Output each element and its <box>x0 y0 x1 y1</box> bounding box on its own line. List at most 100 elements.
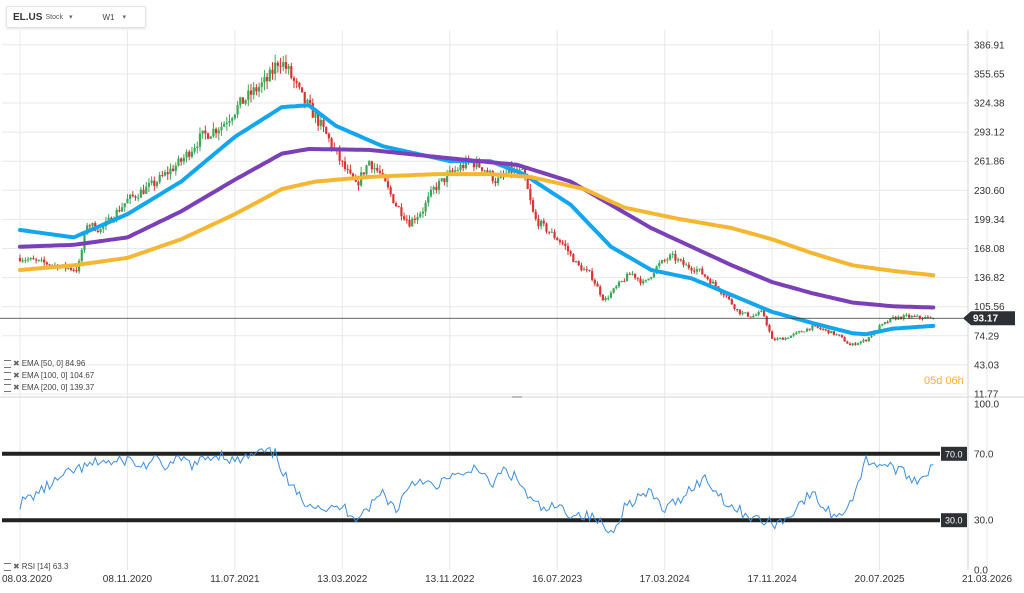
candle-down <box>580 265 583 271</box>
candle-up <box>607 297 610 299</box>
candle-down <box>556 237 559 241</box>
candle-down <box>486 170 489 173</box>
symbol-label[interactable]: EL.US <box>13 11 43 23</box>
candle-down <box>266 76 269 82</box>
ema100-legend[interactable]: ✖ EMA [100, 0] 104.67 <box>4 371 94 381</box>
candle-up <box>540 220 543 227</box>
candle-up <box>625 273 629 282</box>
candle-down <box>255 87 258 92</box>
candle-up <box>182 157 185 162</box>
rsi-legend-name: RSI [14] <box>21 562 51 571</box>
candle-down <box>819 327 822 330</box>
candle-down <box>45 262 48 265</box>
candle-up <box>233 114 236 119</box>
candle-up <box>698 268 701 270</box>
ema200-line <box>18 172 936 278</box>
candle-down <box>349 169 352 174</box>
price-tick-label: 293.12 <box>974 128 1005 139</box>
candle-up <box>99 228 102 232</box>
rsi-tick-label: 30.0 <box>974 516 994 527</box>
candle-up <box>174 165 177 171</box>
candle-down <box>378 170 382 173</box>
candle-up <box>306 99 309 103</box>
candle-down <box>623 281 626 283</box>
candle-up <box>916 315 919 317</box>
candle-down <box>303 91 306 103</box>
candle-down <box>292 77 296 81</box>
indicator-settings-icon[interactable] <box>4 384 11 392</box>
candle-down <box>553 231 556 238</box>
timeframe-dropdown-icon[interactable]: ▾ <box>122 14 126 21</box>
candle-down <box>822 329 825 331</box>
candle-up <box>615 286 618 289</box>
rsi-legend[interactable]: ✖ RSI [14] 63.3 <box>4 562 68 572</box>
indicator-remove-icon[interactable]: ✖ <box>13 359 20 368</box>
symbol-toolbar[interactable]: EL.US Stock ▾ W1 ▾ <box>6 6 146 28</box>
price-tick-label: 199.34 <box>974 215 1005 226</box>
price-tick-label: 324.38 <box>974 99 1005 110</box>
candle-down <box>88 225 91 227</box>
indicator-remove-icon[interactable]: ✖ <box>13 562 20 571</box>
candle-down <box>462 164 465 169</box>
time-tick-label: 17.11.2024 <box>747 574 797 585</box>
candle-down <box>706 276 709 280</box>
rsi-level-tag <box>941 446 967 461</box>
candle-up <box>252 87 255 95</box>
candle-up <box>231 118 234 121</box>
candle-down <box>886 322 889 324</box>
candle-down <box>736 309 739 311</box>
candle-up <box>483 170 486 172</box>
candle-down <box>800 331 803 333</box>
ema200-legend[interactable]: ✖ EMA [200, 0] 139.37 <box>4 383 94 393</box>
candle-up <box>40 259 43 261</box>
candle-down <box>838 334 841 336</box>
candle-down <box>682 260 685 265</box>
candle-up <box>668 254 672 260</box>
symbol-type-label: Stock <box>45 13 63 21</box>
candle-down <box>166 172 169 175</box>
indicator-remove-icon[interactable]: ✖ <box>13 383 20 392</box>
time-tick-label: 20.07.2025 <box>855 574 905 585</box>
candle-up <box>650 277 653 279</box>
candle-up <box>169 168 172 175</box>
ema200-legend-name: EMA [200, 0] <box>21 383 68 392</box>
candle-up <box>424 202 427 212</box>
price-tick-label: 11.77 <box>974 390 999 401</box>
price-candles <box>18 54 935 347</box>
time-tick-label: 08.11.2020 <box>103 574 153 585</box>
candle-up <box>91 223 94 227</box>
candle-down <box>899 316 903 319</box>
candle-up <box>881 323 884 326</box>
timeframe-label[interactable]: W1 <box>102 12 115 22</box>
time-tick-label: 16.07.2023 <box>532 574 582 585</box>
candle-down <box>142 189 145 194</box>
candle-up <box>155 182 159 186</box>
candle-up <box>268 69 271 82</box>
candle-down <box>601 294 604 301</box>
candle-down <box>534 211 537 219</box>
candle-down <box>771 331 774 339</box>
candle-up <box>126 198 129 204</box>
candle-down <box>338 150 341 161</box>
rsi-tick-label: 70.0 <box>974 449 994 460</box>
indicator-settings-icon[interactable] <box>4 372 11 380</box>
candle-up <box>811 325 814 330</box>
time-tick-label: 11.07.2021 <box>210 574 260 585</box>
symbol-dropdown-icon[interactable]: ▾ <box>68 14 73 21</box>
indicator-remove-icon[interactable]: ✖ <box>13 371 20 380</box>
candle-down <box>400 207 403 217</box>
candle-down <box>279 65 282 67</box>
candle-down <box>43 259 46 263</box>
indicator-settings-icon[interactable] <box>4 563 11 571</box>
candle-up <box>805 328 809 332</box>
candle-up <box>416 216 419 221</box>
candle-up <box>419 213 422 217</box>
candle-up <box>658 263 661 267</box>
candle-up <box>263 76 266 83</box>
candle-up <box>120 207 124 212</box>
price-tick-label: 355.65 <box>974 69 1005 80</box>
ema50-legend[interactable]: ✖ EMA [50, 0] 84.96 <box>4 359 85 369</box>
indicator-settings-icon[interactable] <box>4 360 11 368</box>
candle-up <box>905 314 908 316</box>
